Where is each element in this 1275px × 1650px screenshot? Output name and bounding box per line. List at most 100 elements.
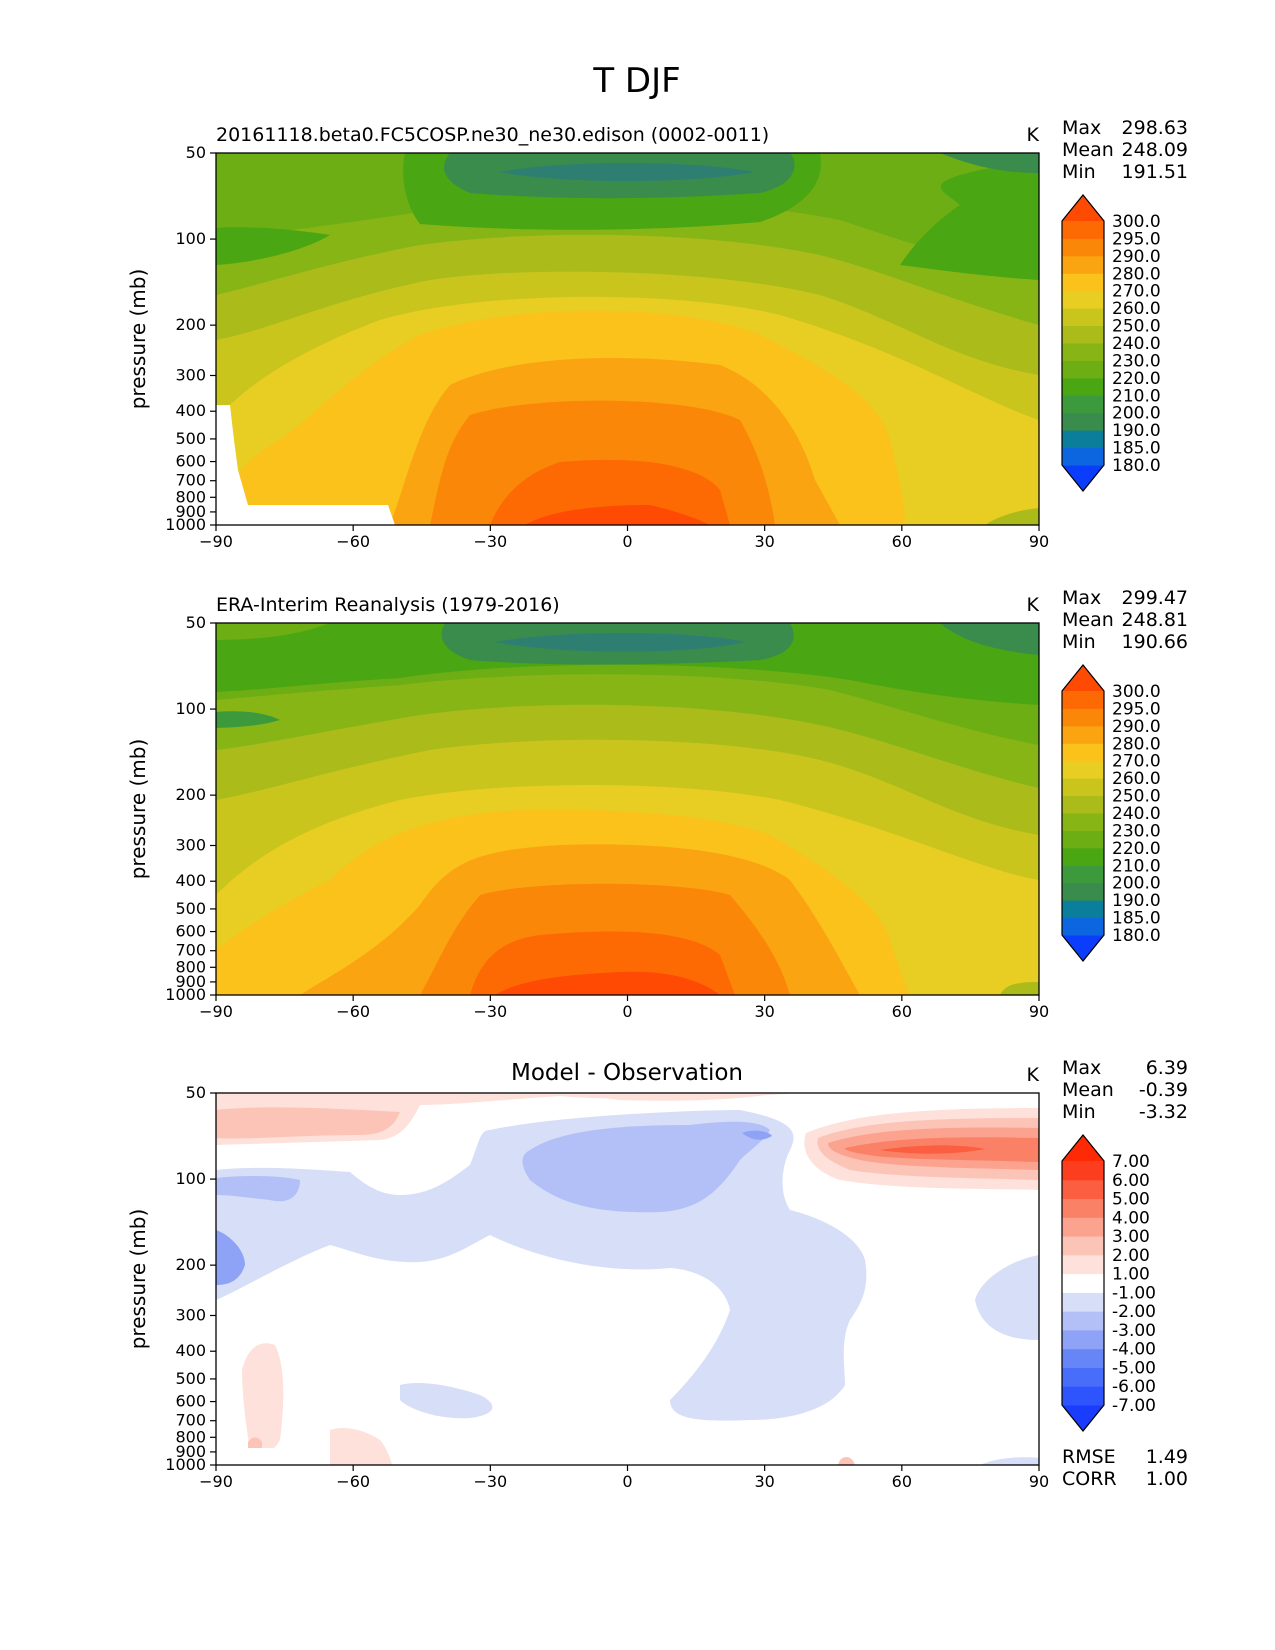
x-tick-label: 0 [622,1002,632,1021]
colorbar-segment [1062,1292,1104,1312]
corr-label: CORR [1062,1468,1117,1490]
y-tick-label: 400 [175,1341,206,1360]
footer-stats: RMSE 1.49 CORR 1.00 [1062,1446,1188,1490]
stat-value: -3.32 [1139,1101,1188,1123]
stats-block: Max 298.63 Mean 248.09 Min 191.51 [1062,117,1188,183]
colorbar-segment [1062,865,1104,884]
colorbar-extend-max [1062,1135,1104,1161]
colorbar-segment [1062,273,1104,292]
stat-label: Min [1062,631,1096,653]
stat-label: Min [1062,1101,1096,1123]
colorbar-segment [1062,1386,1104,1406]
stat-value: 248.09 [1122,139,1188,161]
stat-label: Min [1062,161,1096,183]
colorbar-level-label: 185.0 [1112,909,1161,929]
contour-field-difference [216,1093,1039,1465]
stat-value: 299.47 [1122,587,1188,609]
colorbar-level-label: 6.00 [1112,1171,1150,1191]
colorbar-segment [1062,708,1104,727]
x-tick-label: −30 [473,532,507,551]
colorbar-extend-min [1062,1405,1104,1431]
colorbar-segment [1062,238,1104,257]
y-tick-label: 300 [175,835,206,854]
stat-label: Max [1062,117,1101,139]
colorbar-level-label: 270.0 [1112,282,1161,302]
y-tick-label: 600 [175,452,206,471]
axes: −90 −60 −30 0 30 60 90 50 100 200 300 400 500 6007008… [165,613,1049,1021]
x-tick-label: −90 [199,1472,233,1491]
colorbar-level-label: 240.0 [1112,334,1161,354]
colorbar-level-label: 300.0 [1112,682,1161,702]
colorbar-level-label: 180.0 [1112,926,1161,946]
colorbar-level-label: -5.00 [1112,1358,1156,1378]
stats-block: Max 299.47 Mean 248.81 Min 190.66 [1062,587,1188,653]
stat-label: Mean [1062,1079,1114,1101]
y-tick-label: 600 [175,1392,206,1411]
colorbar-level-label: -2.00 [1112,1302,1156,1322]
colorbar-segment [1062,882,1104,901]
colorbar-level-label: 290.0 [1112,247,1161,267]
x-tick-label: 0 [622,1472,632,1491]
panel-observation: ERA-Interim Reanalysis (1979-2016) K Max… [126,587,1188,1021]
colorbar-segment [1062,221,1104,239]
stat-value: 298.63 [1122,117,1188,139]
y-axis-label: pressure (mb) [126,739,150,880]
x-tick-label: 30 [754,1472,774,1491]
y-tick-label: 100 [175,1169,206,1188]
y-tick-label: 100 [175,229,206,248]
panel-model: 20161118.beta0.FC5COSP.ne30_ne30.edison … [126,117,1188,551]
y-tick-label: 200 [175,315,206,334]
colorbar-level-label: 290.0 [1112,717,1161,737]
x-tick-label: −30 [473,1472,507,1491]
colorbar-segment [1062,725,1104,744]
contour-field-observation [216,623,1039,995]
colorbar-level-label: 295.0 [1112,699,1161,719]
stat-value: 6.39 [1146,1057,1188,1079]
colorbar-level-label: 220.0 [1112,839,1161,859]
y-tick-label: 400 [175,401,206,420]
x-tick-label: 60 [892,532,912,551]
colorbar-extend-max [1062,195,1104,221]
panel-title: Model - Observation [511,1060,743,1086]
y-axis-label: pressure (mb) [126,1209,150,1350]
colorbar-level-label: 260.0 [1112,769,1161,789]
y-tick-label: 800 [175,1427,206,1446]
colorbar-level-label: -4.00 [1112,1340,1156,1360]
colorbar-segment [1062,778,1104,797]
colorbar-level-label: 270.0 [1112,752,1161,772]
x-tick-label: −60 [336,1002,370,1021]
x-tick-label: 90 [1029,532,1049,551]
colorbar-level-label: 300.0 [1112,212,1161,232]
colorbar-level-label: 230.0 [1112,821,1161,841]
y-tick-label: 1000 [165,1455,206,1474]
colorbar-level-label: 200.0 [1112,874,1161,894]
colorbar-level-label: 185.0 [1112,439,1161,459]
stat-label: Mean [1062,609,1114,631]
y-tick-label: 1000 [165,985,206,1004]
stat-label: Max [1062,1057,1101,1079]
y-axis-label: pressure (mb) [126,269,150,410]
y-tick-label: 100 [175,699,206,718]
units-label: K [1027,1064,1040,1086]
colorbar-segment [1062,900,1104,919]
colorbar-segment [1062,1254,1104,1275]
colorbar-segment [1062,1329,1104,1350]
colorbar-level-label: 2.00 [1112,1246,1150,1266]
colorbar-segment [1062,1273,1104,1293]
colorbar-level-label: 190.0 [1112,891,1161,911]
colorbar-segment [1062,1217,1104,1237]
stat-label: Mean [1062,139,1114,161]
axes: −90 −60 −30 0 30 60 90 50 100 200 300 400 500 6007008… [165,143,1049,551]
colorbar-segment [1062,1198,1104,1218]
colorbar-level-label: 3.00 [1112,1227,1150,1247]
x-tick-label: 0 [622,532,632,551]
colorbar-segment [1062,830,1104,849]
colorbar-level-label: 200.0 [1112,404,1161,424]
colorbar-segment [1062,343,1104,361]
colorbar-level-label: 260.0 [1112,299,1161,319]
colorbar-segment [1062,1348,1104,1368]
colorbar-level-label: -6.00 [1112,1377,1156,1397]
y-tick-label: 50 [186,613,206,632]
colorbar-level-label: 230.0 [1112,351,1161,371]
colorbar-segment [1062,1311,1104,1331]
